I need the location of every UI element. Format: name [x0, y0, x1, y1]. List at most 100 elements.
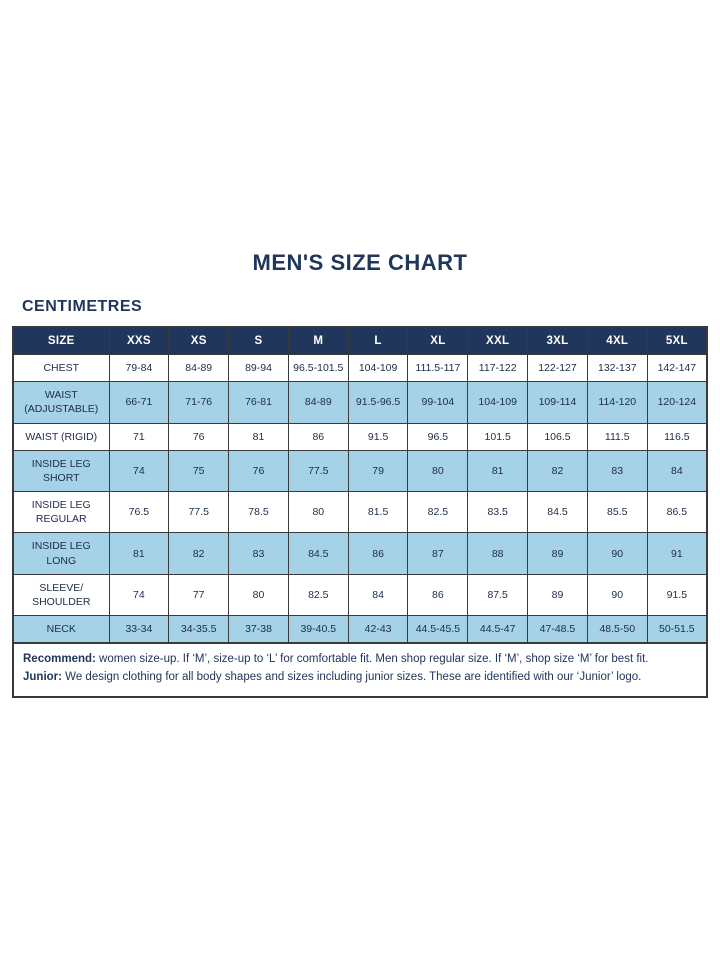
row-label: INSIDE LEG REGULAR [12, 491, 110, 534]
size-value-cell: 114-120 [586, 381, 648, 424]
size-column-header: 3XL [527, 326, 588, 355]
size-value-cell: 71-76 [168, 381, 230, 424]
size-value-cell: 78.5 [228, 491, 289, 534]
size-value-cell: 116.5 [646, 422, 708, 451]
row-label: NECK [12, 615, 110, 644]
size-value-cell: 47-48.5 [527, 615, 588, 644]
size-value-cell: 84.5 [527, 491, 588, 534]
size-column-header: 5XL [646, 326, 708, 355]
size-value-cell: 101.5 [467, 422, 529, 451]
size-column-header: 4XL [586, 326, 648, 355]
size-value-cell: 34-35.5 [168, 615, 230, 644]
size-value-cell: 44.5-45.5 [407, 615, 469, 644]
row-label: WAIST (ADJUSTABLE) [12, 381, 110, 424]
size-value-cell: 111.5 [586, 422, 648, 451]
size-value-cell: 77.5 [287, 449, 349, 493]
size-value-cell: 99-104 [407, 381, 469, 424]
size-column-header: XXL [467, 326, 529, 355]
table-row: SLEEVE/ SHOULDER 74 77 80 82.5 84 86 87.5 89 90 91… [12, 573, 708, 617]
size-column-header: XXS [108, 326, 170, 355]
size-value-cell: 50-51.5 [646, 615, 708, 644]
size-value-cell: 66-71 [108, 381, 170, 424]
size-value-cell: 142-147 [646, 353, 708, 383]
size-value-cell: 91 [646, 532, 708, 575]
footnote-lead: Junior: [23, 671, 62, 684]
size-value-cell: 106.5 [527, 422, 588, 451]
size-value-cell: 91.5 [646, 573, 708, 617]
size-value-cell: 74 [108, 449, 170, 493]
size-value-cell: 75 [168, 449, 230, 493]
size-value-cell: 71 [108, 422, 170, 451]
table-row: INSIDE LEG LONG 81 82 83 84.5 86 87 88 89 90 91 [12, 532, 708, 575]
size-value-cell: 77 [168, 573, 230, 617]
size-value-cell: 80 [228, 573, 289, 617]
table-row: CHEST 79-84 84-89 89-94 96.5-101.5 104-109 111… [12, 353, 708, 383]
footnote-line: Junior: We design clothing for all body … [23, 671, 642, 684]
size-value-cell: 96.5-101.5 [287, 353, 349, 383]
size-value-cell: 86 [347, 532, 409, 575]
size-table-body: CHEST 79-84 84-89 89-94 96.5-101.5 104-109 111… [12, 353, 708, 644]
size-value-cell: 33-34 [108, 615, 170, 644]
size-column-header: M [287, 326, 349, 355]
size-value-cell: 84 [347, 573, 409, 617]
table-row: INSIDE LEG SHORT 74 75 76 77.5 79 80 81 82 83 84 [12, 449, 708, 493]
size-column-header: XL [407, 326, 469, 355]
size-value-cell: 81 [108, 532, 170, 575]
size-value-cell: 39-40.5 [287, 615, 349, 644]
row-label: INSIDE LEG SHORT [12, 449, 110, 493]
size-value-cell: 91.5 [347, 422, 409, 451]
size-value-cell: 89 [527, 532, 588, 575]
footnote-line: Recommend: women size-up. If ‘M’, size-u… [23, 653, 649, 666]
row-label: INSIDE LEG LONG [12, 532, 110, 575]
size-column-header: S [228, 326, 289, 355]
size-value-cell: 90 [586, 573, 648, 617]
size-value-cell: 90 [586, 532, 648, 575]
size-value-cell: 83 [228, 532, 289, 575]
size-value-cell: 80 [287, 491, 349, 534]
size-value-cell: 81 [467, 449, 529, 493]
size-value-cell: 120-124 [646, 381, 708, 424]
size-value-cell: 82 [168, 532, 230, 575]
size-value-cell: 88 [467, 532, 529, 575]
size-value-cell: 96.5 [407, 422, 469, 451]
size-value-cell: 84 [646, 449, 708, 493]
size-value-cell: 82.5 [287, 573, 349, 617]
footnotes: Recommend: women size-up. If ‘M’, size-u… [12, 644, 708, 698]
size-value-cell: 37-38 [228, 615, 289, 644]
size-value-cell: 82.5 [407, 491, 469, 534]
size-chart-page: MEN'S SIZE CHART CENTIMETRES SIZE XXS XS S M… [12, 250, 708, 698]
page-title: MEN'S SIZE CHART [252, 250, 468, 275]
size-value-cell: 77.5 [168, 491, 230, 534]
size-value-cell: 122-127 [527, 353, 588, 383]
size-value-cell: 132-137 [586, 353, 648, 383]
size-value-cell: 48.5-50 [586, 615, 648, 644]
size-value-cell: 109-114 [527, 381, 588, 424]
size-value-cell: 89 [527, 573, 588, 617]
table-row: NECK 33-34 34-35.5 37-38 39-40.5 42-43 44.5-45… [12, 615, 708, 644]
unit-label: CENTIMETRES [22, 298, 143, 315]
size-value-cell: 76 [168, 422, 230, 451]
table-row: WAIST (ADJUSTABLE) 66-71 71-76 76-81 84-89 91… [12, 381, 708, 424]
size-value-cell: 89-94 [228, 353, 289, 383]
size-value-cell: 104-109 [347, 353, 409, 383]
size-value-cell: 83 [586, 449, 648, 493]
footnote-lead: Recommend: [23, 653, 96, 666]
table-row: INSIDE LEG REGULAR 76.5 77.5 78.5 80 81.5 82.5… [12, 491, 708, 534]
size-column-header: XS [168, 326, 230, 355]
size-value-cell: 86.5 [646, 491, 708, 534]
size-value-cell: 117-122 [467, 353, 529, 383]
row-label: SLEEVE/ SHOULDER [12, 573, 110, 617]
size-value-cell: 76 [228, 449, 289, 493]
size-value-cell: 76.5 [108, 491, 170, 534]
size-column-header: L [347, 326, 409, 355]
mens-size-chart-table: SIZE XXS XS S M L XL XXL 3XL 4XL 5XL CHEST 79-84 84-… [12, 326, 708, 645]
table-row: WAIST (RIGID) 71 76 81 86 91.5 96.5 101.5 106.5 1… [12, 422, 708, 451]
size-value-cell: 82 [527, 449, 588, 493]
size-value-cell: 42-43 [347, 615, 409, 644]
size-value-cell: 86 [407, 573, 469, 617]
size-value-cell: 87 [407, 532, 469, 575]
size-value-cell: 83.5 [467, 491, 529, 534]
size-value-cell: 104-109 [467, 381, 529, 424]
row-label: CHEST [12, 353, 110, 383]
size-value-cell: 44.5-47 [467, 615, 529, 644]
